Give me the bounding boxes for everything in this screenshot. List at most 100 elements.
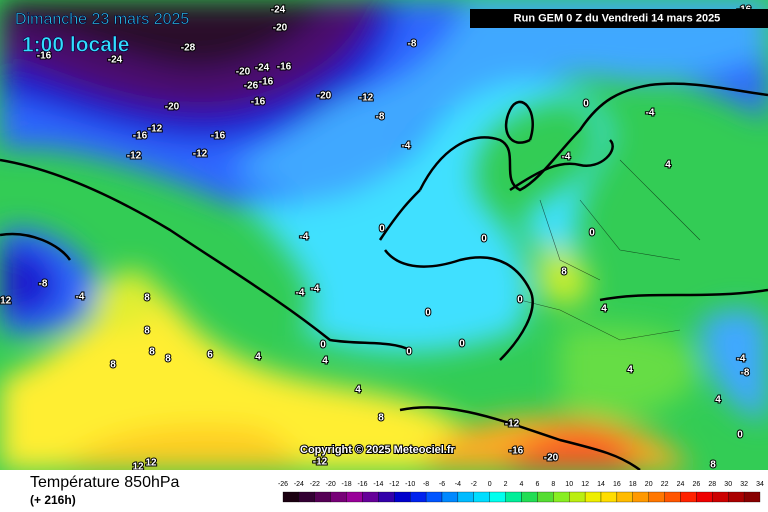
coastlines (0, 82, 768, 472)
scale-label: 12 (581, 481, 589, 488)
isotherm-label: -12 (359, 93, 374, 104)
isotherm-label: -12 (127, 151, 142, 162)
isotherm-label: -20 (165, 102, 180, 113)
scale-label: 20 (645, 481, 653, 488)
isotherm-label: 0 (406, 347, 412, 358)
scale-swatch (378, 491, 395, 503)
scale-swatch (394, 491, 411, 503)
scale-label: 8 (551, 481, 555, 488)
isotherm-label: -4 (76, 292, 85, 303)
isotherm-label: -4 (562, 152, 571, 163)
scale-swatch (282, 491, 300, 503)
scale-label: 2 (504, 481, 508, 488)
scale-swatch (553, 491, 570, 503)
footer-panel (0, 470, 768, 512)
isotherm-label: -8 (408, 39, 417, 50)
scale-swatch (600, 491, 618, 503)
scale-swatch (298, 491, 315, 503)
isotherm-label: 8 (561, 267, 567, 278)
valid-time: 1:00 locale (22, 34, 129, 57)
scale-swatch (712, 491, 729, 503)
isotherm-label: 12 (145, 458, 157, 469)
scale-swatch (728, 491, 745, 503)
color-scale: -26 -24 -22 -20 -18 -16 -14 -12 -10 -8 -6 -4 -2 0 2 4 6 8… (278, 481, 764, 503)
isotherm-label: 0 (589, 228, 595, 239)
isotherm-label: 8 (165, 354, 171, 365)
isotherm-label: 8 (378, 413, 384, 424)
isotherm-label: -8 (376, 112, 385, 123)
scale-label: 4 (520, 481, 524, 488)
scale-swatch (584, 491, 602, 503)
scale-label: 32 (740, 481, 748, 488)
scale-label: -16 (357, 481, 367, 488)
scale-label: -6 (439, 481, 445, 488)
scale-label: 30 (724, 481, 732, 488)
isotherm-label: -28 (181, 43, 196, 54)
scale-label: -8 (423, 481, 429, 488)
scale-swatch (362, 491, 379, 503)
scale-swatch (537, 491, 554, 503)
isotherm-label: -16 (211, 131, 226, 142)
isotherm-label: -4 (402, 141, 411, 152)
scale-swatch (505, 491, 522, 503)
isotherm-label: 4 (601, 304, 607, 315)
isotherm-label: -24 (255, 63, 270, 74)
isotherm-label: -20 (317, 91, 332, 102)
scale-label: -12 (389, 481, 399, 488)
isotherm-label: -4 (296, 288, 305, 299)
scale-label: -20 (326, 481, 336, 488)
isotherm-label: -16 (37, 51, 52, 62)
scale-swatch (743, 491, 761, 503)
lead-time: (+ 216h) (30, 493, 76, 507)
isotherm-label: 0 (320, 340, 326, 351)
scale-label: 24 (677, 481, 685, 488)
scale-label: 18 (629, 481, 637, 488)
valid-date: Dimanche 23 mars 2025 (15, 11, 189, 28)
isotherm-label: -16 (259, 77, 274, 88)
isotherm-label: 8 (110, 360, 116, 371)
isotherm-label: 8 (710, 460, 716, 471)
run-info: Run GEM 0 Z du Vendredi 14 mars 2025 (514, 12, 721, 24)
isotherm-label: 8 (144, 293, 150, 304)
scale-swatch (330, 491, 347, 503)
isotherm-label: 0 (481, 234, 487, 245)
isotherm-label: -16 (509, 446, 524, 457)
scale-swatch (410, 491, 427, 503)
scale-swatch (346, 491, 363, 503)
scale-swatch (680, 491, 697, 503)
scale-swatch (314, 491, 331, 503)
isotherm-label: -4 (311, 284, 320, 295)
isotherm-label: -26 (244, 81, 259, 92)
isotherm-label: 8 (144, 326, 150, 337)
isotherm-label: -24 (271, 5, 286, 16)
isotherm-label: 4 (715, 395, 721, 406)
isotherm-label: -8 (741, 368, 750, 379)
scale-swatch (616, 491, 633, 503)
isotherm-label: 6 (207, 350, 213, 361)
scale-swatch (521, 491, 538, 503)
scale-label: 10 (565, 481, 573, 488)
scale-swatch (473, 491, 490, 503)
isotherm-label: 0 (379, 224, 385, 235)
isotherm-label: -16 (251, 97, 266, 108)
scale-label: 0 (488, 481, 492, 488)
isotherm-label: 4 (627, 365, 633, 376)
isotherm-label: -12 (313, 457, 328, 468)
product-title: Température 850hPa (30, 474, 180, 491)
scale-label: 26 (693, 481, 701, 488)
isotherm-label: -12 (505, 419, 520, 430)
isotherm-label: -12 (193, 149, 208, 160)
isotherm-label: -4 (646, 108, 655, 119)
scale-swatch (696, 491, 713, 503)
isotherm-label: 0 (517, 295, 523, 306)
isotherm-label: 8 (149, 347, 155, 358)
isotherm-label: -20 (544, 453, 559, 464)
isotherm-label: 0 (737, 430, 743, 441)
run-banner (470, 9, 768, 28)
temperature-field (0, 0, 768, 470)
scale-label: -10 (405, 481, 415, 488)
scale-label: 6 (535, 481, 539, 488)
isotherm-label: -16 (277, 62, 292, 73)
